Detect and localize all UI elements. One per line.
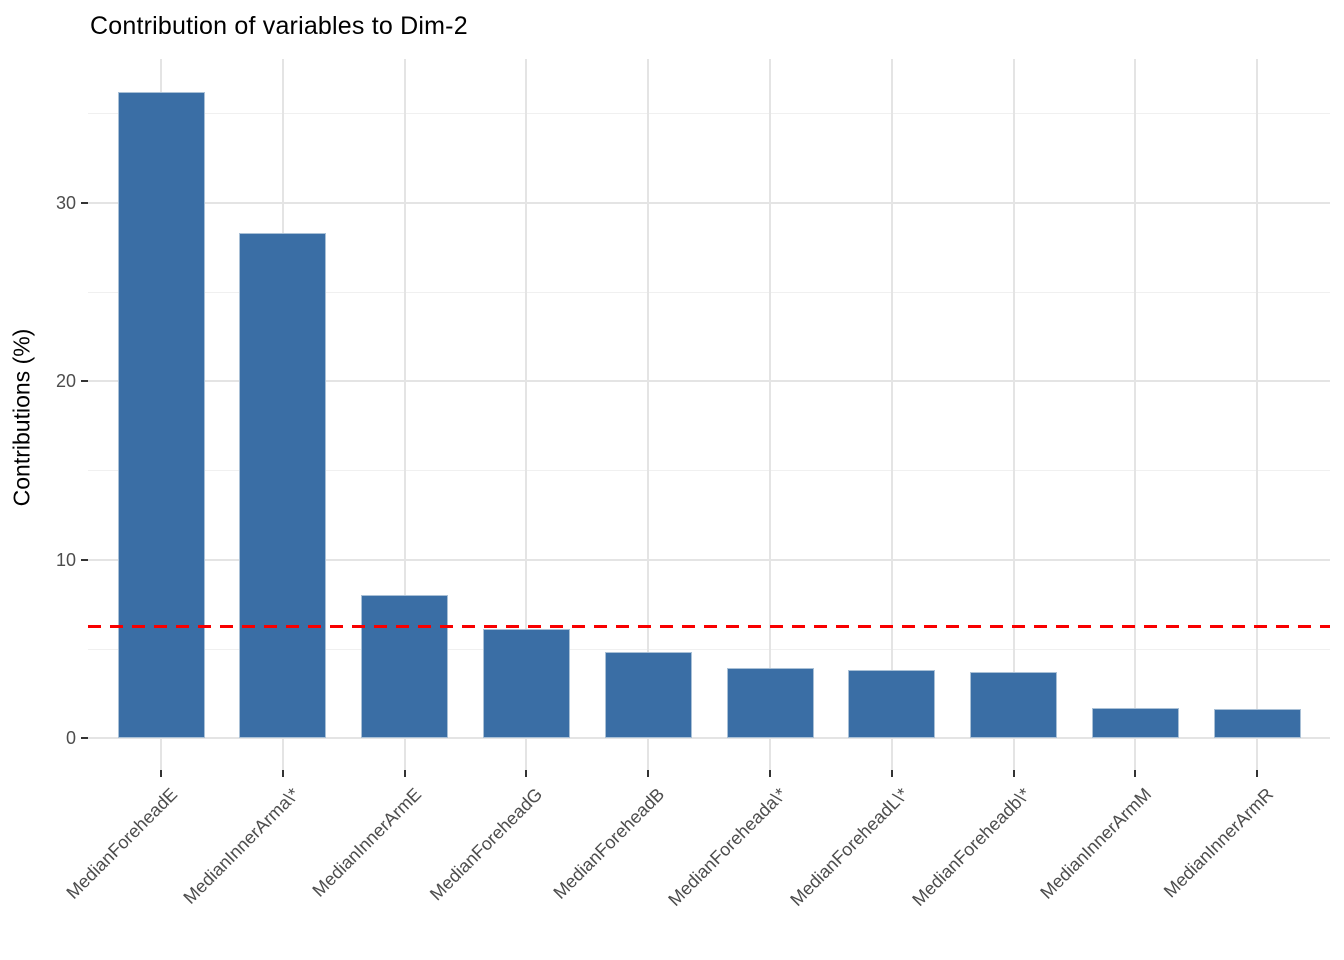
x-axis-tick [769,770,771,777]
bar [361,595,449,738]
y-tick-label: 10 [55,549,76,570]
bar [239,232,327,738]
vertical-gridline [890,59,893,770]
x-tick-label: MedianForeheadE [62,784,182,903]
y-axis-title: Contributions (%) [8,328,35,507]
x-tick-label: MedianForeheadb\* [907,784,1034,910]
x-tick-label: MedianForeheada\* [664,784,791,910]
x-axis-tick [647,770,650,777]
bar [848,670,936,738]
x-tick-label: MedianInnerArmM [1036,784,1156,903]
vertical-gridline [1134,59,1137,770]
y-axis-tick [81,201,88,204]
vertical-gridline [1256,59,1259,770]
major-gridline [88,558,1330,561]
minor-gridline [88,291,1330,293]
y-tick-label: 20 [55,371,76,391]
vertical-gridline [1012,59,1015,770]
x-axis-tick [1012,770,1015,777]
major-gridline [88,380,1330,382]
x-axis-tick [1256,770,1259,777]
bar [726,668,814,738]
x-axis-tick [1134,770,1137,777]
plot-panel [88,59,1330,770]
y-axis-tick [81,380,88,382]
y-tick-label: 30 [55,192,76,213]
vertical-gridline [769,59,771,770]
x-tick-label: MedianForeheadG [426,784,547,905]
chart-title: Contribution of variables to Dim-2 [90,12,468,40]
y-axis-tick [81,558,88,561]
bar [482,629,570,738]
x-axis-tick [281,770,284,777]
bar [117,91,205,738]
major-gridline [88,737,1330,739]
x-tick-label: MedianInnerArmR [1159,784,1278,902]
minor-gridline [88,113,1330,115]
bar [1213,709,1301,738]
x-axis-tick [160,770,162,777]
x-tick-label: MedianForeheadL\* [786,784,912,910]
minor-gridline [88,648,1330,650]
major-gridline [88,201,1330,204]
bar [604,652,692,738]
x-axis-tick [890,770,893,777]
y-tick-label: 0 [65,728,76,748]
x-tick-label: MedianInnerArmE [308,784,425,901]
x-axis-tick [403,770,406,777]
bar [970,672,1058,738]
x-tick-label: MedianForeheadB [549,784,669,903]
reference-line [88,625,1330,629]
minor-gridline [88,470,1330,472]
bar [1091,707,1179,738]
y-axis-tick [81,737,88,739]
x-tick-label: MedianInnerArma\* [179,784,303,908]
vertical-gridline [647,59,650,770]
vertical-gridline [403,59,406,770]
x-axis-tick [525,770,528,777]
vertical-gridline [525,59,528,770]
